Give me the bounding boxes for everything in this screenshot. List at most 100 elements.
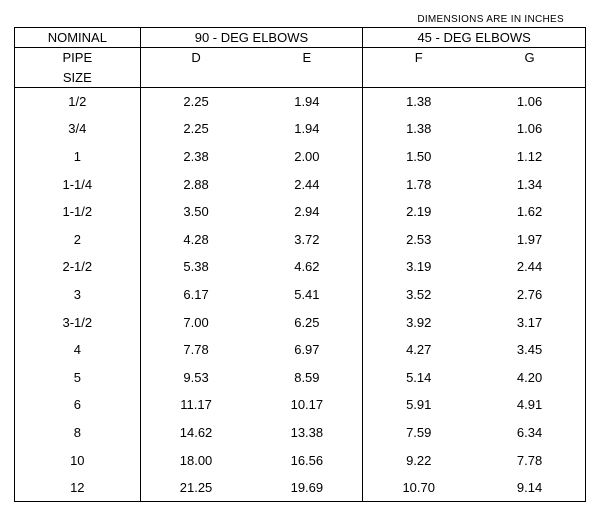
table-row: 611.1710.175.914.91 (15, 391, 586, 419)
cell-f: 10.70 (363, 474, 474, 502)
cell-g: 4.20 (474, 363, 585, 391)
cell-e: 13.38 (251, 419, 362, 447)
cell-e: 6.25 (251, 308, 362, 336)
cell-g: 1.97 (474, 225, 585, 253)
dimensions-caption: DIMENSIONS ARE IN INCHES (14, 14, 586, 25)
cell-e: 4.62 (251, 253, 362, 281)
cell-e: 1.94 (251, 115, 362, 143)
cell-size: 6 (15, 391, 141, 419)
col-header-g-gap (474, 68, 585, 88)
cell-e: 6.97 (251, 336, 362, 364)
cell-g: 3.45 (474, 336, 585, 364)
table-row: 1-1/42.882.441.781.34 (15, 170, 586, 198)
col-group-45deg: 45 - DEG ELBOWS (363, 28, 586, 48)
cell-d: 21.25 (140, 474, 251, 502)
col-header-e: E (251, 48, 362, 68)
cell-size: 1-1/2 (15, 198, 141, 226)
cell-d: 2.25 (140, 88, 251, 116)
cell-d: 2.88 (140, 170, 251, 198)
cell-f: 2.19 (363, 198, 474, 226)
cell-d: 9.53 (140, 363, 251, 391)
cell-e: 8.59 (251, 363, 362, 391)
cell-d: 2.38 (140, 143, 251, 171)
cell-d: 18.00 (140, 446, 251, 474)
cell-d: 3.50 (140, 198, 251, 226)
table-row: 47.786.974.273.45 (15, 336, 586, 364)
cell-g: 4.91 (474, 391, 585, 419)
cell-e: 5.41 (251, 281, 362, 309)
cell-size: 3/4 (15, 115, 141, 143)
col-header-f: F (363, 48, 474, 68)
cell-e: 2.00 (251, 143, 362, 171)
cell-g: 2.44 (474, 253, 585, 281)
cell-g: 2.76 (474, 281, 585, 309)
cell-g: 1.34 (474, 170, 585, 198)
table-row: 59.538.595.144.20 (15, 363, 586, 391)
cell-g: 9.14 (474, 474, 585, 502)
cell-g: 6.34 (474, 419, 585, 447)
cell-d: 5.38 (140, 253, 251, 281)
cell-f: 5.91 (363, 391, 474, 419)
col-header-d: D (140, 48, 251, 68)
cell-size: 12 (15, 474, 141, 502)
cell-g: 1.12 (474, 143, 585, 171)
col-header-nominal-line2: PIPE (15, 48, 141, 68)
col-header-nominal-line1: NOMINAL (15, 28, 141, 48)
cell-g: 7.78 (474, 446, 585, 474)
table-row: 2-1/25.384.623.192.44 (15, 253, 586, 281)
cell-size: 3-1/2 (15, 308, 141, 336)
cell-f: 9.22 (363, 446, 474, 474)
cell-d: 14.62 (140, 419, 251, 447)
cell-f: 1.38 (363, 115, 474, 143)
cell-d: 4.28 (140, 225, 251, 253)
col-header-nominal-line3: SIZE (15, 68, 141, 88)
col-header-g: G (474, 48, 585, 68)
cell-size: 2 (15, 225, 141, 253)
cell-size: 5 (15, 363, 141, 391)
cell-f: 3.92 (363, 308, 474, 336)
cell-d: 7.78 (140, 336, 251, 364)
col-header-f-gap (363, 68, 474, 88)
cell-d: 2.25 (140, 115, 251, 143)
cell-f: 3.52 (363, 281, 474, 309)
col-group-90deg: 90 - DEG ELBOWS (140, 28, 363, 48)
cell-e: 2.94 (251, 198, 362, 226)
table-row: 3-1/27.006.253.923.17 (15, 308, 586, 336)
cell-size: 8 (15, 419, 141, 447)
cell-e: 2.44 (251, 170, 362, 198)
cell-e: 10.17 (251, 391, 362, 419)
cell-e: 16.56 (251, 446, 362, 474)
cell-f: 4.27 (363, 336, 474, 364)
cell-f: 1.78 (363, 170, 474, 198)
table-row: 1018.0016.569.227.78 (15, 446, 586, 474)
table-row: 1221.2519.6910.709.14 (15, 474, 586, 502)
table-row: 24.283.722.531.97 (15, 225, 586, 253)
cell-g: 3.17 (474, 308, 585, 336)
table-row: 814.6213.387.596.34 (15, 419, 586, 447)
cell-size: 1-1/4 (15, 170, 141, 198)
cell-f: 1.50 (363, 143, 474, 171)
col-header-d-gap (140, 68, 251, 88)
table-row: 12.382.001.501.12 (15, 143, 586, 171)
table-row: 1-1/23.502.942.191.62 (15, 198, 586, 226)
cell-e: 19.69 (251, 474, 362, 502)
cell-f: 1.38 (363, 88, 474, 116)
cell-size: 1/2 (15, 88, 141, 116)
cell-g: 1.62 (474, 198, 585, 226)
cell-f: 3.19 (363, 253, 474, 281)
cell-size: 4 (15, 336, 141, 364)
cell-size: 10 (15, 446, 141, 474)
table-row: 3/42.251.941.381.06 (15, 115, 586, 143)
table-row: 1/22.251.941.381.06 (15, 88, 586, 116)
cell-f: 2.53 (363, 225, 474, 253)
col-header-e-gap (251, 68, 362, 88)
cell-e: 3.72 (251, 225, 362, 253)
cell-f: 7.59 (363, 419, 474, 447)
cell-f: 5.14 (363, 363, 474, 391)
elbow-dimensions-table: NOMINAL 90 - DEG ELBOWS 45 - DEG ELBOWS … (14, 27, 586, 502)
cell-e: 1.94 (251, 88, 362, 116)
cell-g: 1.06 (474, 115, 585, 143)
table-row: 36.175.413.522.76 (15, 281, 586, 309)
cell-d: 7.00 (140, 308, 251, 336)
cell-size: 2-1/2 (15, 253, 141, 281)
